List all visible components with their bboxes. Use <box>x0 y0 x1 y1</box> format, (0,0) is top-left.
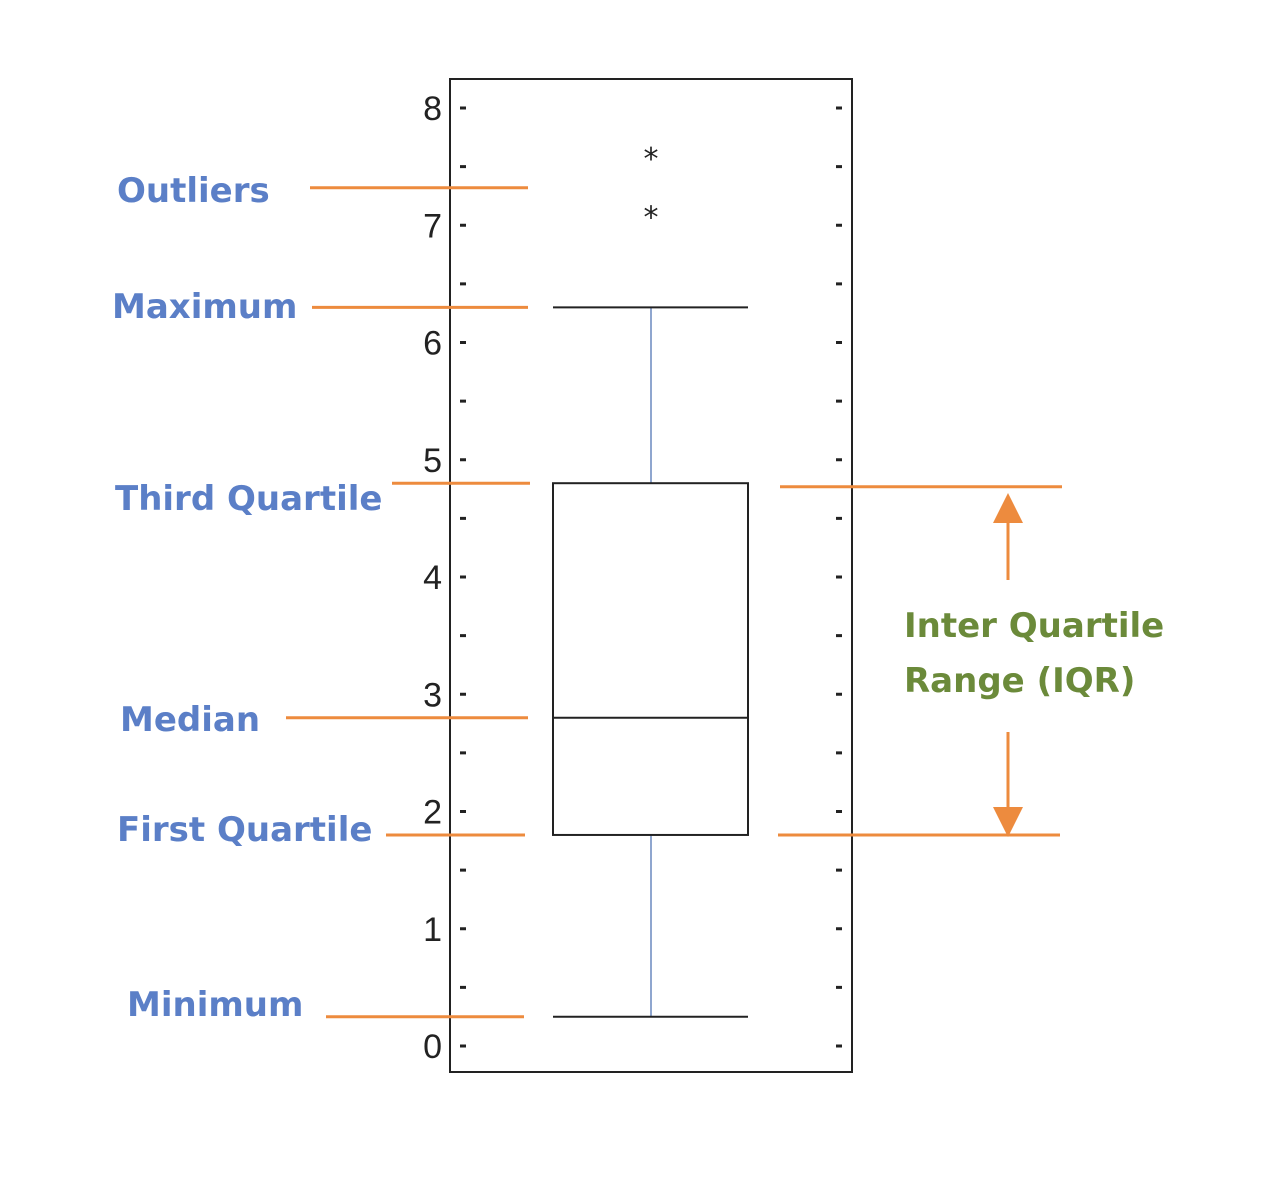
y-tick-label: 6 <box>423 325 442 363</box>
outliers-label: Outliers <box>117 171 270 211</box>
y-tick-label: 7 <box>423 207 442 245</box>
y-tick-label: 0 <box>423 1028 442 1066</box>
outlier-point: * <box>644 142 659 177</box>
y-tick-label: 5 <box>423 442 442 480</box>
iqr-label-line1: Inter Quartile <box>904 606 1164 646</box>
y-tick-label: 2 <box>423 794 442 832</box>
y-tick-label: 3 <box>423 676 442 714</box>
third-quartile-label: Third Quartile <box>115 479 382 519</box>
outlier-point: * <box>644 201 659 236</box>
median-label: Median <box>120 700 260 740</box>
iqr-label-line2: Range (IQR) <box>904 661 1135 701</box>
y-tick-label: 1 <box>423 911 442 949</box>
iqr-box <box>552 482 749 836</box>
minimum-label: Minimum <box>127 985 303 1025</box>
first-quartile-label: First Quartile <box>117 810 372 850</box>
y-tick-label: 4 <box>423 559 442 597</box>
plot-frame <box>449 78 853 1073</box>
maximum-label: Maximum <box>112 287 297 327</box>
y-tick-label: 8 <box>423 90 442 128</box>
